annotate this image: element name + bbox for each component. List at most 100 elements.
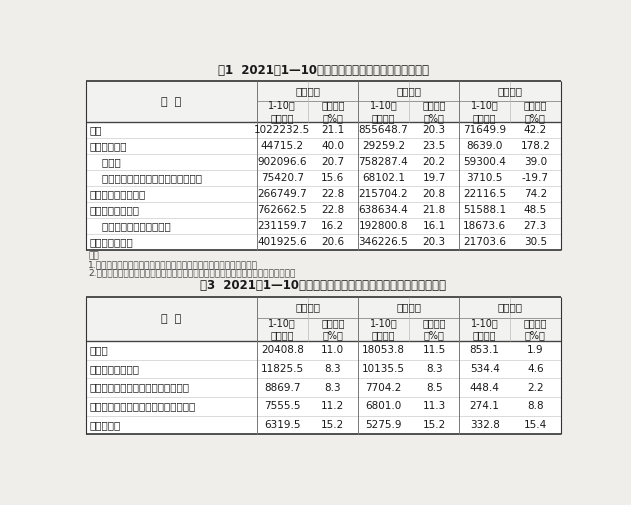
Text: 3710.5: 3710.5: [466, 173, 503, 183]
Text: 行  业: 行 业: [162, 314, 182, 324]
Text: 注：: 注：: [88, 251, 99, 260]
Text: 其中：私营企业: 其中：私营企业: [89, 237, 133, 247]
Text: 利润总额: 利润总额: [497, 302, 522, 313]
Text: 纺织业: 纺织业: [89, 345, 108, 356]
Text: 29259.2: 29259.2: [362, 141, 405, 152]
Text: -19.7: -19.7: [522, 173, 549, 183]
Text: 同比增长
（%）: 同比增长 （%）: [524, 100, 547, 123]
Text: 40.0: 40.0: [321, 141, 345, 152]
Text: 71649.9: 71649.9: [463, 125, 506, 135]
Text: 外商及港澳台商投资企业: 外商及港澳台商投资企业: [89, 221, 171, 231]
Text: 利润总额: 利润总额: [497, 86, 522, 96]
Text: 346226.5: 346226.5: [358, 237, 408, 247]
Text: 21.8: 21.8: [422, 205, 445, 215]
Text: 1-10月
（亿元）: 1-10月 （亿元）: [268, 318, 296, 340]
Text: 15.2: 15.2: [422, 420, 445, 430]
Text: 15.4: 15.4: [524, 420, 547, 430]
Text: 同比增长
（%）: 同比增长 （%）: [321, 100, 345, 123]
Text: 制造业: 制造业: [89, 157, 121, 167]
Text: 758287.4: 758287.4: [358, 157, 408, 167]
Text: 8.5: 8.5: [426, 383, 442, 392]
Text: 7555.5: 7555.5: [264, 401, 300, 411]
Text: 木材加工和木、竹、藤、棕、草制品业: 木材加工和木、竹、藤、棕、草制品业: [89, 401, 196, 411]
Text: 1-10月
（亿元）: 1-10月 （亿元）: [471, 100, 498, 123]
Text: 20.6: 20.6: [321, 237, 345, 247]
Text: 762662.5: 762662.5: [257, 205, 307, 215]
Text: 8639.0: 8639.0: [466, 141, 503, 152]
Text: 21.1: 21.1: [321, 125, 345, 135]
Bar: [86, 81, 560, 101]
Text: 总计: 总计: [89, 125, 102, 135]
Text: 1-10月
（亿元）: 1-10月 （亿元）: [370, 318, 398, 340]
Text: 274.1: 274.1: [469, 401, 500, 411]
Bar: [86, 318, 560, 341]
Text: 902096.6: 902096.6: [257, 157, 307, 167]
Text: 231159.7: 231159.7: [257, 221, 307, 231]
Text: 营业收入: 营业收入: [295, 86, 320, 96]
Text: 855648.7: 855648.7: [358, 125, 408, 135]
Text: 534.4: 534.4: [469, 364, 500, 374]
Text: 同比增长
（%）: 同比增长 （%）: [524, 318, 547, 340]
Text: 11.2: 11.2: [321, 401, 345, 411]
Text: 1022232.5: 1022232.5: [254, 125, 310, 135]
Text: 1.经济类型分组之间存在交叉，故各经济类型企业数据之和大于总计。: 1.经济类型分组之间存在交叉，故各经济类型企业数据之和大于总计。: [88, 260, 258, 269]
Text: 638634.4: 638634.4: [358, 205, 408, 215]
Text: 1-10月
（亿元）: 1-10月 （亿元）: [268, 100, 296, 123]
Bar: [86, 297, 560, 434]
Text: 其中：采矿业: 其中：采矿业: [89, 141, 127, 152]
Text: 42.2: 42.2: [524, 125, 547, 135]
Text: 266749.7: 266749.7: [257, 189, 307, 199]
Text: 27.3: 27.3: [524, 221, 547, 231]
Text: 其中：国有控股企业: 其中：国有控股企业: [89, 189, 145, 199]
Text: 16.1: 16.1: [422, 221, 445, 231]
Text: 44715.2: 44715.2: [261, 141, 304, 152]
Text: 8.3: 8.3: [324, 364, 341, 374]
Text: 39.0: 39.0: [524, 157, 547, 167]
Text: 7704.2: 7704.2: [365, 383, 402, 392]
Text: 2.本表部分指标存在总计不等于分项之和情况，是数据四舍五入所致，末作机械调整。: 2.本表部分指标存在总计不等于分项之和情况，是数据四舍五入所致，末作机械调整。: [88, 269, 295, 277]
Text: 448.4: 448.4: [469, 383, 500, 392]
Text: 2.2: 2.2: [527, 383, 543, 392]
Bar: [86, 101, 560, 122]
Text: 192800.8: 192800.8: [358, 221, 408, 231]
Text: 51588.1: 51588.1: [463, 205, 506, 215]
Text: 22116.5: 22116.5: [463, 189, 506, 199]
Text: 营业成本: 营业成本: [396, 302, 422, 313]
Text: 同比增长
（%）: 同比增长 （%）: [422, 318, 446, 340]
Text: 营业成本: 营业成本: [396, 86, 422, 96]
Text: 20.2: 20.2: [423, 157, 445, 167]
Text: 表1  2021年1—10月份规模以上工业企业主要财务指标: 表1 2021年1—10月份规模以上工业企业主要财务指标: [218, 64, 429, 77]
Text: 11.3: 11.3: [422, 401, 445, 411]
Text: 853.1: 853.1: [469, 345, 500, 356]
Text: 电力、热力、燃气及水生产和供应业: 电力、热力、燃气及水生产和供应业: [89, 173, 202, 183]
Text: 1-10月
（亿元）: 1-10月 （亿元）: [370, 100, 398, 123]
Text: 18053.8: 18053.8: [362, 345, 405, 356]
Text: 5275.9: 5275.9: [365, 420, 402, 430]
Text: 178.2: 178.2: [521, 141, 550, 152]
Text: 23.5: 23.5: [422, 141, 445, 152]
Text: 皮革、毛皮、羽毛及其制品和制鞋业: 皮革、毛皮、羽毛及其制品和制鞋业: [89, 383, 189, 392]
Text: 分  组: 分 组: [162, 96, 182, 107]
Text: 1-10月
（亿元）: 1-10月 （亿元）: [471, 318, 498, 340]
Text: 332.8: 332.8: [469, 420, 500, 430]
Text: 营业收入: 营业收入: [295, 302, 320, 313]
Text: 21703.6: 21703.6: [463, 237, 506, 247]
Text: 401925.6: 401925.6: [257, 237, 307, 247]
Bar: [86, 297, 560, 318]
Text: 16.2: 16.2: [321, 221, 345, 231]
Text: 8.3: 8.3: [426, 364, 442, 374]
Text: 15.6: 15.6: [321, 173, 345, 183]
Text: 其中：股份制企业: 其中：股份制企业: [89, 205, 139, 215]
Text: 20.7: 20.7: [321, 157, 345, 167]
Text: 纺织服装、服饰业: 纺织服装、服饰业: [89, 364, 139, 374]
Text: 8.8: 8.8: [527, 401, 543, 411]
Text: 59300.4: 59300.4: [463, 157, 506, 167]
Text: 8.3: 8.3: [324, 383, 341, 392]
Text: 20.3: 20.3: [423, 237, 445, 247]
Text: 同比增长
（%）: 同比增长 （%）: [321, 318, 345, 340]
Text: 8869.7: 8869.7: [264, 383, 300, 392]
Text: 同比增长
（%）: 同比增长 （%）: [422, 100, 446, 123]
Text: 20.8: 20.8: [423, 189, 445, 199]
Text: 4.6: 4.6: [527, 364, 543, 374]
Text: 表3  2021年1—10月份规模以上工业企业主要财务指标（分行业）: 表3 2021年1—10月份规模以上工业企业主要财务指标（分行业）: [201, 279, 446, 292]
